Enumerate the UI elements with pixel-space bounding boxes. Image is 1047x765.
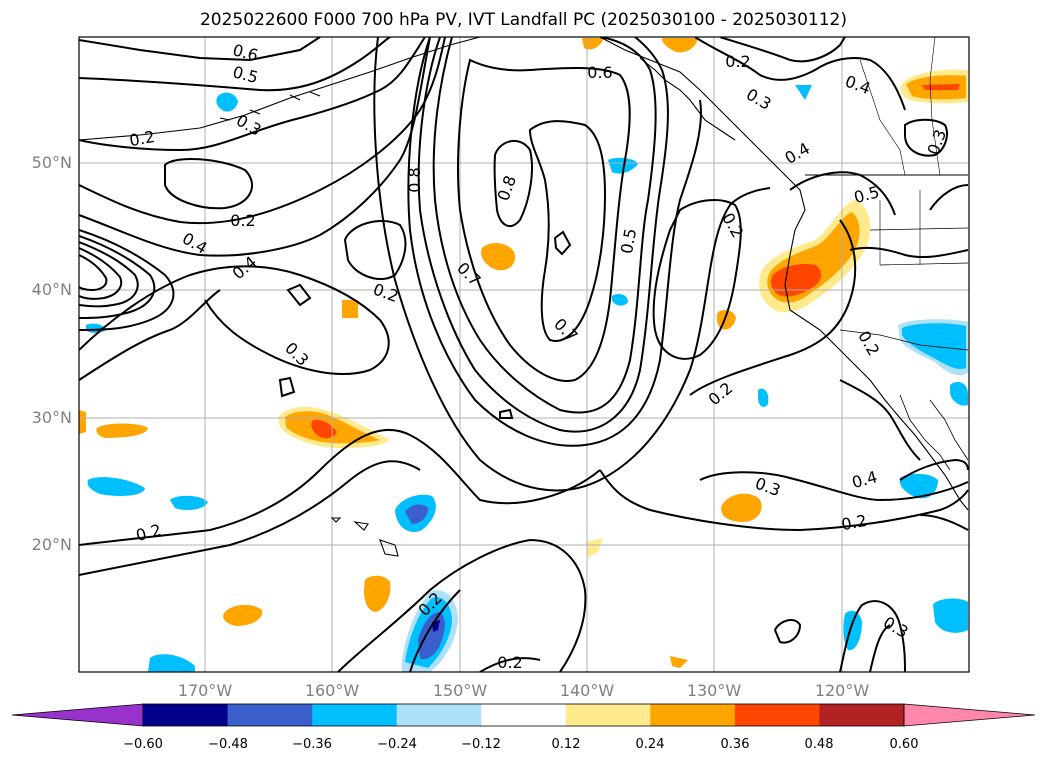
colorbar-tick: 0.48	[804, 737, 834, 752]
positive-patch	[721, 493, 762, 522]
lat-label: 40°N	[31, 280, 72, 299]
contour-label: 0.3	[753, 474, 783, 501]
positive-patch	[96, 423, 148, 438]
lon-label: 120°W	[814, 681, 870, 700]
colorbar-tick: 0.60	[889, 737, 919, 752]
positive-patch	[900, 69, 968, 104]
negative-patch	[758, 388, 769, 407]
lat-label: 50°N	[31, 153, 72, 172]
map-title: 2025022600 F000 700 hPa PV, IVT Landfall…	[199, 10, 847, 30]
negative-patch	[148, 654, 195, 672]
positive-patch	[586, 538, 603, 558]
negative-patch	[87, 477, 145, 496]
contour-label: 0.8	[494, 173, 521, 203]
positive-patch	[670, 656, 688, 668]
contour-label: 0.4	[179, 229, 211, 258]
contour-label: 0.4	[229, 252, 261, 283]
contour-label: 0.4	[850, 467, 880, 492]
contour-label: 0.3	[281, 338, 312, 369]
negative-patch	[795, 85, 812, 100]
positive-patch	[364, 575, 391, 612]
lon-label: 140°W	[559, 681, 615, 700]
contour-label: 0.3	[743, 85, 775, 114]
contour-label: 0.5	[852, 182, 882, 207]
positive-patch	[79, 410, 86, 434]
colorbar-tick: 0.36	[720, 737, 750, 752]
contour-label: 0.3	[880, 613, 912, 642]
contour-label: 0.5	[617, 227, 640, 255]
positive-patch	[223, 604, 263, 626]
contour-label: 0.2	[725, 52, 750, 71]
contour-label: 0.2	[134, 520, 164, 545]
lon-label: 130°W	[686, 681, 742, 700]
negative-patch	[898, 319, 968, 376]
positive-patch	[481, 243, 516, 271]
contour-label: 0.2	[497, 653, 522, 672]
positive-patch	[342, 300, 358, 318]
negative-patch	[899, 473, 938, 499]
contour-label: 0.5	[231, 62, 261, 87]
negative-patch	[608, 157, 638, 174]
colorbar-tick: 0.24	[635, 737, 665, 752]
contour-label: 0.2	[840, 511, 868, 534]
coastlines	[79, 37, 969, 557]
negative-patch	[395, 494, 436, 532]
colorbar-tick: −0.60	[123, 737, 163, 752]
negative-patch	[170, 495, 208, 510]
lon-label: 160°W	[304, 681, 360, 700]
contour-label: 0.2	[230, 211, 255, 230]
lon-label: 150°W	[432, 681, 488, 700]
negative-patch	[216, 92, 238, 112]
negative-patch	[612, 294, 628, 306]
contour-label: 0.3	[233, 111, 265, 140]
gridlines	[79, 37, 969, 672]
positive-patch	[662, 38, 698, 53]
lat-label: 30°N	[31, 408, 72, 427]
lat-label: 20°N	[31, 535, 72, 554]
contour-label: 0.2	[128, 127, 156, 150]
colorbar-tick: −0.12	[461, 737, 501, 752]
contour-label: 0.6	[587, 63, 612, 82]
negative-patch	[933, 598, 968, 633]
positive-patch	[278, 406, 390, 448]
contour-label: 0.4	[843, 72, 873, 99]
contour-label-group: 0.6 0.5 0.2 0.3 0.6 0.2 0.3 0.4 0.3 0.4 …	[128, 40, 950, 672]
colorbar-tick: −0.48	[208, 737, 248, 752]
colorbar-tick: −0.36	[292, 737, 332, 752]
colorbar-tick: −0.24	[377, 737, 417, 752]
contour-label: 0.2	[718, 209, 747, 241]
positive-patch	[582, 38, 604, 50]
map-frame	[78, 36, 970, 673]
pv-contours	[79, 37, 969, 672]
colorbar-tick: 0.12	[551, 737, 581, 752]
shaded-anomalies	[79, 38, 968, 672]
negative-patch	[950, 382, 968, 406]
contour-label: 0.8	[405, 167, 424, 192]
lon-label: 170°W	[177, 681, 233, 700]
